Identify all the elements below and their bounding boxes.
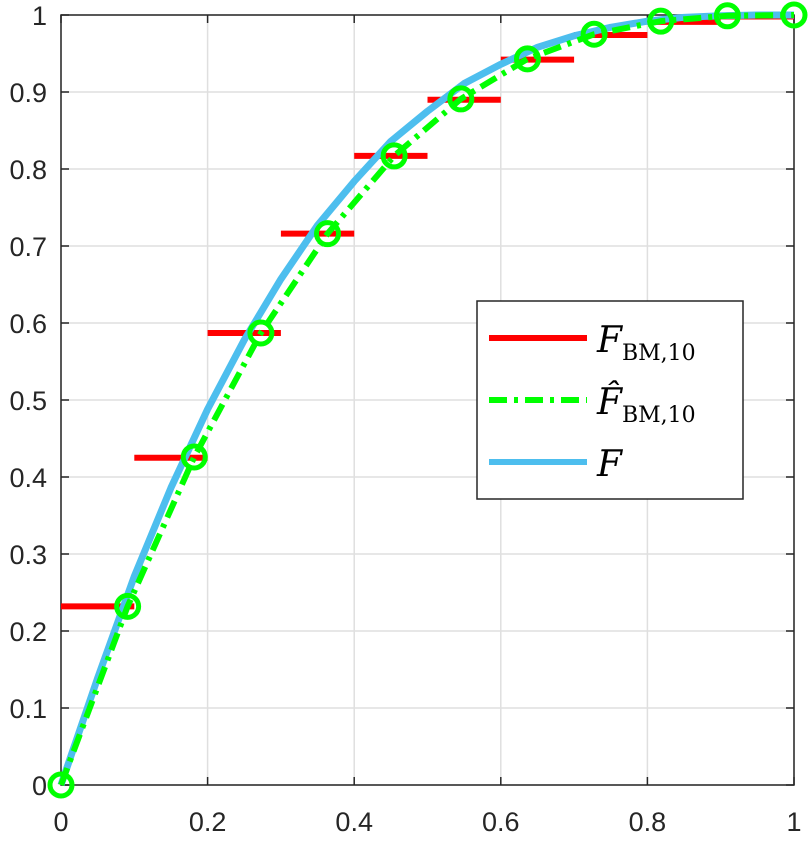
- y-tick-label: 0: [32, 771, 47, 801]
- estimate-marker: [513, 45, 541, 73]
- series-layer: [47, 1, 808, 799]
- x-tick-label: 0: [53, 807, 68, 837]
- series-estimate: [47, 1, 808, 799]
- x-tick-label: 0.6: [482, 807, 520, 837]
- y-tick-label: 0.7: [9, 232, 47, 262]
- y-tick-label: 0.5: [9, 386, 47, 416]
- legend-box: [476, 300, 744, 500]
- estimate-line: [58, 12, 795, 787]
- legend: FBM,10 F̂BM,10 F: [476, 300, 744, 500]
- y-tick-label: 0.8: [9, 155, 47, 185]
- y-tick-label: 0.2: [9, 617, 47, 647]
- x-tick-label: 0.8: [629, 807, 667, 837]
- y-tick-labels: 0 0.1 0.2 0.3 0.4 0.5 0.6 0.7 0.8 0.9 1: [9, 1, 47, 801]
- estimate-marker: [47, 771, 75, 799]
- y-tick-label: 1: [32, 1, 47, 31]
- legend-label-step: FBM,10: [596, 320, 696, 366]
- x-tick-labels: 0 0.2 0.4 0.6 0.8 1: [53, 807, 801, 837]
- estimate-marker: [314, 220, 342, 248]
- estimate-marker: [180, 443, 208, 471]
- y-tick-label: 0.6: [9, 309, 47, 339]
- estimate-marker: [247, 319, 275, 347]
- legend-label-estimate: F̂BM,10: [596, 380, 696, 428]
- estimate-marker: [114, 592, 142, 620]
- estimate-marker: [713, 2, 741, 30]
- x-tick-label: 0.2: [189, 807, 227, 837]
- estimate-marker: [580, 20, 608, 48]
- estimate-marker: [780, 1, 808, 29]
- y-tick-label: 0.3: [9, 540, 47, 570]
- y-tick-label: 0.4: [9, 463, 47, 493]
- x-tick-label: 1: [786, 807, 801, 837]
- x-tick-label: 0.4: [335, 807, 373, 837]
- estimate-marker: [447, 85, 475, 113]
- estimate-marker: [380, 142, 408, 170]
- legend-label-true: F: [596, 444, 624, 485]
- y-tick-label: 0.9: [9, 78, 47, 108]
- estimate-marker: [647, 7, 675, 35]
- y-tick-label: 0.1: [9, 694, 47, 724]
